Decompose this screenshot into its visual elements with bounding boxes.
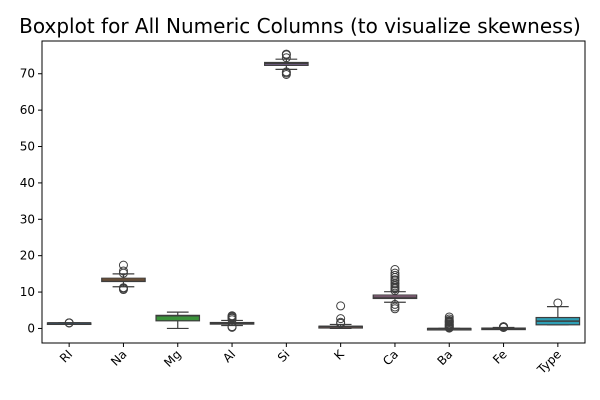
box-group-k bbox=[318, 301, 363, 330]
outlier-point bbox=[390, 275, 400, 285]
x-tick-label-ca: Ca bbox=[380, 347, 401, 368]
y-tick-label: 20 bbox=[20, 249, 35, 263]
box-group-ca bbox=[372, 265, 418, 314]
box-group-si bbox=[264, 49, 309, 79]
y-tick-label: 50 bbox=[20, 140, 35, 154]
outlier-point bbox=[390, 265, 400, 275]
y-tick-label: 40 bbox=[20, 176, 35, 190]
y-tick-label: 60 bbox=[20, 103, 35, 117]
plot-frame bbox=[41, 40, 586, 344]
outlier-point bbox=[336, 301, 346, 311]
box-group-na bbox=[101, 260, 146, 295]
x-tick-label-al: Al bbox=[220, 347, 238, 365]
outlier-point bbox=[499, 322, 509, 332]
outlier-point bbox=[390, 302, 400, 312]
box-group-type bbox=[535, 298, 581, 326]
x-tick-label-type: Type bbox=[534, 347, 564, 377]
x-tick-label-ba: Ba bbox=[434, 347, 455, 368]
x-tick-label-si: Si bbox=[275, 347, 293, 365]
y-tick-label: 10 bbox=[20, 285, 35, 299]
box-group-ri bbox=[46, 318, 92, 328]
outlier-point bbox=[390, 270, 400, 280]
box-group-mg bbox=[155, 311, 201, 330]
y-tick-label: 0 bbox=[27, 321, 35, 335]
box-group-al bbox=[209, 311, 255, 332]
outlier-point bbox=[444, 312, 454, 322]
outlier-point bbox=[336, 314, 346, 324]
x-tick-label-ri: RI bbox=[57, 347, 75, 365]
x-tick-label-k: K bbox=[331, 346, 347, 362]
x-tick-label-mg: Mg bbox=[161, 347, 184, 370]
outlier-point bbox=[118, 266, 128, 276]
plot-area: 0 10 20 30 40 50 60 70 RI Na Mg Al Si K Ca Ba Fe Type bbox=[20, 49, 581, 377]
x-tick-label-na: Na bbox=[108, 347, 129, 368]
outlier-point bbox=[227, 311, 237, 321]
outlier-point bbox=[336, 317, 346, 327]
box-group-fe bbox=[481, 322, 526, 332]
y-tick-label: 30 bbox=[20, 212, 35, 226]
outlier-point bbox=[118, 283, 128, 293]
chart-title: Boxplot for All Numeric Columns (to visu… bbox=[19, 14, 581, 38]
x-tick-label-fe: Fe bbox=[490, 347, 510, 367]
y-tick-label: 70 bbox=[20, 67, 35, 81]
outlier-point bbox=[281, 49, 291, 59]
outlier-point bbox=[281, 53, 291, 63]
outlier-point bbox=[390, 299, 400, 309]
outlier-point bbox=[553, 298, 563, 308]
outlier-point bbox=[118, 260, 128, 270]
outlier-point bbox=[64, 318, 74, 328]
outlier-point bbox=[281, 67, 291, 77]
box-group-ba bbox=[426, 312, 472, 333]
outlier-point bbox=[390, 268, 400, 278]
